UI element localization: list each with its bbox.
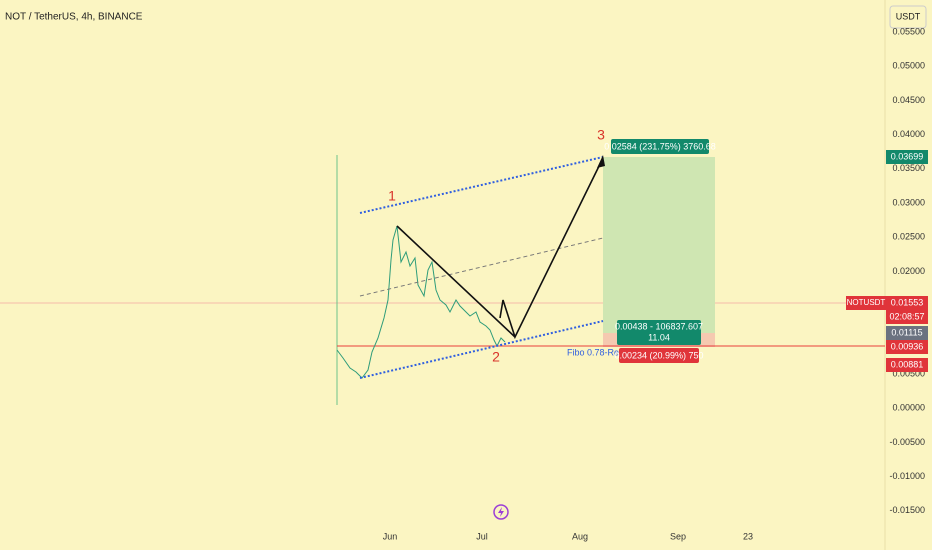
price-axis-label: 0.02500 bbox=[892, 232, 925, 242]
time-axis-label: Jul bbox=[476, 531, 488, 541]
price-axis-label: -0.01000 bbox=[889, 471, 925, 481]
time-axis-label: Jun bbox=[383, 531, 398, 541]
price-tag bbox=[886, 326, 928, 340]
entry-label: 0.00438 - 106837.607 bbox=[615, 321, 703, 331]
wave-label: 1 bbox=[388, 188, 396, 204]
event-icon-bolt[interactable] bbox=[498, 507, 504, 517]
price-tag bbox=[886, 150, 928, 164]
event-icon[interactable] bbox=[493, 504, 509, 520]
profit-zone bbox=[603, 157, 715, 333]
time-axis-label: 23 bbox=[743, 531, 753, 541]
price-axis-label: 0.04000 bbox=[892, 129, 925, 139]
currency-button[interactable] bbox=[889, 5, 927, 29]
price-tag-label: 0.00881 bbox=[891, 359, 924, 369]
stop-label: 0.00234 (20.99%) 750 bbox=[614, 350, 703, 360]
time-axis-label: Aug bbox=[572, 531, 588, 541]
stop-box bbox=[619, 348, 699, 363]
channel-top bbox=[359, 156, 604, 214]
ratio-label: 11.04 bbox=[648, 332, 670, 342]
price-series bbox=[336, 225, 506, 379]
trend-line bbox=[396, 225, 516, 338]
channel-bottom bbox=[359, 320, 604, 379]
price-tag bbox=[886, 358, 928, 372]
price-tag bbox=[886, 296, 928, 324]
time-axis-label: Sep bbox=[670, 531, 686, 541]
price-axis-label: 0.00000 bbox=[892, 403, 925, 413]
price-tag-label: 0.01553 bbox=[891, 297, 924, 307]
symbol-title: NOT / TetherUS, 4h, BINANCE bbox=[5, 12, 143, 23]
price-axis-label: -0.00500 bbox=[889, 437, 925, 447]
symbol-tag-label: NOTUSDT bbox=[847, 298, 886, 307]
price-axis-label: -0.01500 bbox=[889, 505, 925, 515]
arrow-head bbox=[597, 155, 605, 168]
wave-label: 2 bbox=[492, 349, 500, 365]
symbol-tag bbox=[846, 296, 886, 310]
price-tag bbox=[886, 340, 928, 354]
countdown-label: 02:08:57 bbox=[889, 311, 924, 321]
price-axis-label: 0.04500 bbox=[892, 95, 925, 105]
fibo-label: Fibo 0.78-Reve bbox=[567, 347, 629, 357]
entry-box bbox=[617, 320, 701, 345]
target-box bbox=[611, 139, 709, 154]
price-axis-label: 0.05000 bbox=[892, 61, 925, 71]
target-label: 0.02584 (231.75%) 3760.68 bbox=[604, 141, 716, 151]
price-axis-label: 0.05500 bbox=[892, 26, 925, 36]
price-axis-label: 0.00500 bbox=[892, 368, 925, 378]
price-tag-label: 0.01115 bbox=[891, 327, 922, 337]
price-axis-label: 0.02000 bbox=[892, 266, 925, 276]
projection-path bbox=[499, 157, 604, 340]
price-tag-label: 0.00936 bbox=[891, 341, 924, 351]
currency-label[interactable]: USDT bbox=[896, 11, 921, 21]
wave-label: 3 bbox=[597, 127, 605, 143]
price-axis-label: 0.03500 bbox=[892, 163, 925, 173]
price-axis-label: 0.03000 bbox=[892, 197, 925, 207]
price-tag-label: 0.03699 bbox=[891, 151, 924, 161]
